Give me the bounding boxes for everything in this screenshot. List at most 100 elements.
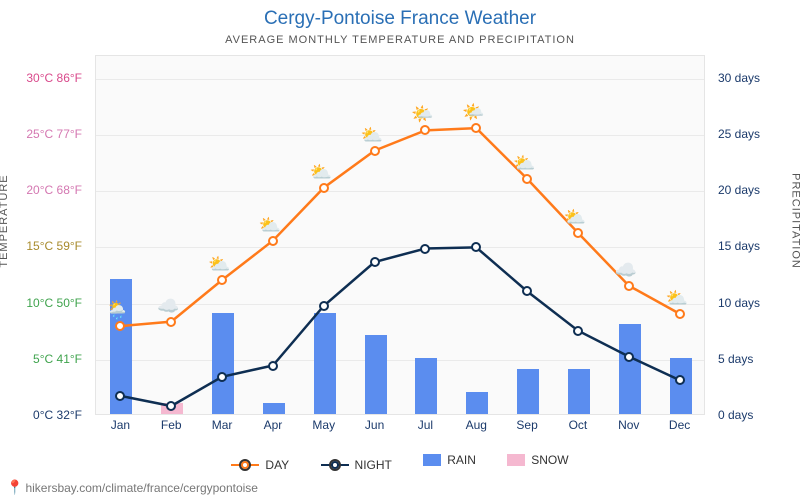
rain-bar	[263, 403, 285, 414]
grid-line	[96, 247, 704, 248]
night-marker	[370, 257, 380, 267]
x-tick: Mar	[212, 418, 233, 432]
y-tick-left: 0°C 32°F	[33, 408, 82, 422]
legend-snow-swatch	[507, 454, 525, 466]
day-marker	[370, 146, 380, 156]
rain-bar	[212, 313, 234, 414]
chart-title: Cergy-Pontoise France Weather	[0, 0, 800, 30]
day-marker	[319, 183, 329, 193]
day-marker	[268, 236, 278, 246]
grid-line	[96, 79, 704, 80]
y-tick-right: 0 days	[718, 408, 753, 422]
weather-icon: 🌤️	[462, 102, 490, 122]
y-tick-left: 20°C 68°F	[26, 183, 82, 197]
y-tick-left: 5°C 41°F	[33, 352, 82, 366]
grid-line	[96, 304, 704, 305]
grid-line	[96, 135, 704, 136]
rain-bar	[670, 358, 692, 414]
x-tick: Nov	[618, 418, 639, 432]
chart-plot-area: 🌦️ ☁️ ⛅ ⛅ ⛅ ⛅ 🌤️ 🌤️ ⛅ ⛅ ☁️ ⛅	[95, 55, 705, 415]
y-axis-left: 0°C 32°F5°C 41°F10°C 50°F15°C 59°F20°C 6…	[0, 55, 90, 415]
y-tick-left: 25°C 77°F	[26, 127, 82, 141]
grid-line	[96, 191, 704, 192]
y-tick-right: 10 days	[718, 296, 760, 310]
rain-bar	[517, 369, 539, 414]
y-tick-left: 10°C 50°F	[26, 296, 82, 310]
legend-day: DAY	[231, 458, 289, 472]
legend-night: NIGHT	[321, 458, 392, 472]
day-marker	[420, 125, 430, 135]
legend-rain: RAIN	[423, 453, 476, 467]
weather-icon: ⛅	[208, 254, 236, 274]
weather-icon: ⛅	[564, 207, 592, 227]
night-marker	[624, 352, 634, 362]
night-marker	[675, 375, 685, 385]
y-tick-right: 20 days	[718, 183, 760, 197]
night-marker	[420, 244, 430, 254]
legend-night-label: NIGHT	[355, 458, 392, 472]
night-marker	[573, 326, 583, 336]
night-marker	[217, 372, 227, 382]
x-tick: Feb	[161, 418, 182, 432]
legend-rain-swatch	[423, 454, 441, 466]
x-tick: Dec	[669, 418, 690, 432]
legend-night-swatch	[321, 464, 349, 466]
weather-icon: ☁️	[157, 296, 185, 316]
night-marker	[319, 301, 329, 311]
day-marker	[573, 228, 583, 238]
x-tick: Jun	[365, 418, 384, 432]
weather-icon: ☁️	[615, 260, 643, 280]
legend: DAY NIGHT RAIN SNOW	[0, 453, 800, 472]
legend-rain-label: RAIN	[447, 453, 476, 467]
y-tick-right: 25 days	[718, 127, 760, 141]
footer: 📍 hikersbay.com/climate/france/cergypont…	[6, 479, 258, 496]
day-marker	[624, 281, 634, 291]
day-marker	[471, 123, 481, 133]
rain-bar	[466, 392, 488, 415]
day-marker	[115, 321, 125, 331]
weather-icon: ⛅	[310, 162, 338, 182]
x-tick: Oct	[569, 418, 588, 432]
rain-bar	[619, 324, 641, 414]
rain-bar	[314, 313, 336, 414]
day-marker	[166, 317, 176, 327]
rain-bar	[365, 335, 387, 414]
day-marker	[522, 174, 532, 184]
weather-icon: ⛅	[513, 153, 541, 173]
x-tick: May	[312, 418, 335, 432]
legend-day-swatch	[231, 464, 259, 466]
night-marker	[522, 286, 532, 296]
y-axis-right: 0 days5 days10 days15 days20 days25 days…	[710, 55, 800, 415]
weather-icon: ⛅	[666, 288, 694, 308]
chart-subtitle: AVERAGE MONTHLY TEMPERATURE AND PRECIPIT…	[0, 30, 800, 46]
legend-day-label: DAY	[265, 458, 289, 472]
x-tick: Aug	[466, 418, 487, 432]
pin-icon: 📍	[6, 479, 23, 496]
grid-line	[96, 360, 704, 361]
x-tick: Apr	[264, 418, 283, 432]
footer-url: hikersbay.com/climate/france/cergypontoi…	[25, 481, 258, 495]
x-tick: Jul	[418, 418, 433, 432]
y-tick-left: 30°C 86°F	[26, 71, 82, 85]
rain-bar	[415, 358, 437, 414]
y-tick-left: 15°C 59°F	[26, 239, 82, 253]
legend-snow-label: SNOW	[531, 453, 568, 467]
legend-snow: SNOW	[507, 453, 568, 467]
weather-icon: 🌤️	[411, 104, 439, 124]
y-tick-right: 30 days	[718, 71, 760, 85]
weather-icon: 🌦️	[106, 300, 134, 320]
plot-background	[95, 55, 705, 415]
weather-icon: ⛅	[259, 215, 287, 235]
night-marker	[115, 391, 125, 401]
y-tick-right: 5 days	[718, 352, 753, 366]
night-marker	[166, 401, 176, 411]
night-marker	[471, 242, 481, 252]
x-axis: Jan Feb Mar Apr May Jun Jul Aug Sep Oct Nov Dec	[95, 418, 705, 438]
day-marker	[217, 275, 227, 285]
weather-icon: ⛅	[361, 125, 389, 145]
y-tick-right: 15 days	[718, 239, 760, 253]
day-marker	[675, 309, 685, 319]
night-marker	[268, 361, 278, 371]
x-tick: Sep	[516, 418, 537, 432]
x-tick: Jan	[111, 418, 130, 432]
